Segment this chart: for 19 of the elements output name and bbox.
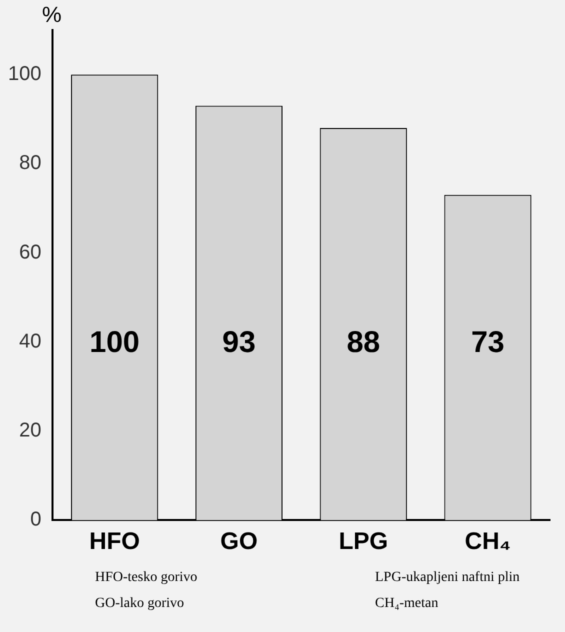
x-tick-label: CH₄ xyxy=(464,528,511,556)
data-label: 73 xyxy=(471,326,504,359)
x-tick-label: HFO xyxy=(89,528,140,556)
x-tick-label: LPG xyxy=(338,528,388,556)
data-label: 93 xyxy=(222,326,256,359)
y-tick-label: 0 xyxy=(30,508,42,531)
text: HFO-tesko gorivo xyxy=(95,570,198,586)
text: CH₄-metan xyxy=(375,596,438,612)
data-label: 100 xyxy=(90,326,140,359)
y-tick-label: 60 xyxy=(19,241,42,264)
text: GO-lako gorivo xyxy=(95,596,184,612)
y-axis-title: % xyxy=(42,2,62,28)
x-tick-label: GO xyxy=(220,528,258,556)
y-tick-label: 100 xyxy=(8,63,42,86)
data-label: 88 xyxy=(346,326,380,359)
y-tick-label: 40 xyxy=(19,330,42,352)
y-tick-label: 20 xyxy=(19,420,42,442)
y-tick-label: 80 xyxy=(19,152,42,174)
text: LPG-ukapljeni naftni plin xyxy=(375,570,520,586)
